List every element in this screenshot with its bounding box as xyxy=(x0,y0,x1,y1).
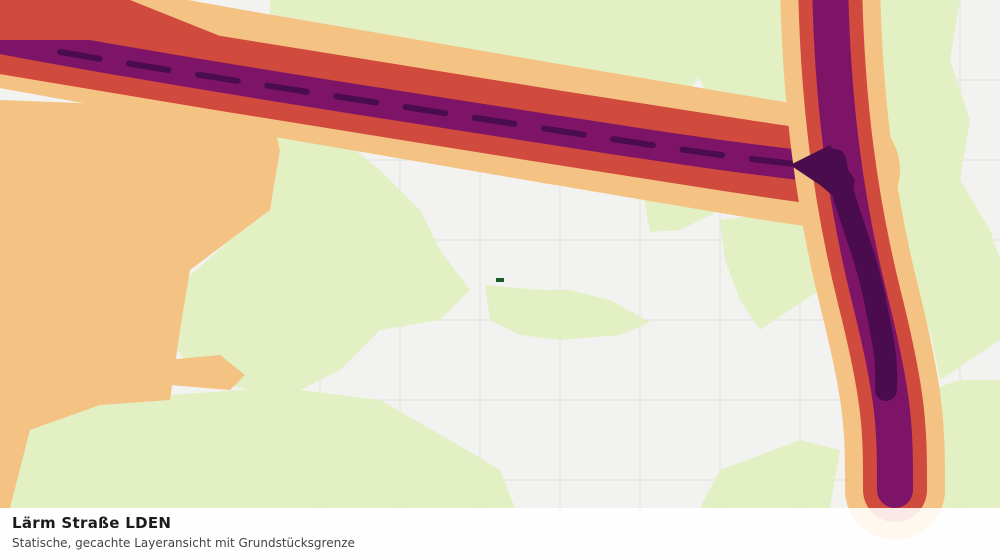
noise-zone-core xyxy=(790,145,855,210)
layer-title: Lärm Straße LDEN xyxy=(12,514,172,532)
layer-subtitle: Statische, gecachte Layeransicht mit Gru… xyxy=(12,536,355,550)
noise-zone-red-corner xyxy=(0,0,230,40)
layer-panel: Lärm Straße LDEN Statische, gecachte Lay… xyxy=(0,508,1000,560)
parcel-boundary[interactable] xyxy=(496,278,504,282)
road-horizontal xyxy=(0,0,900,230)
noise-zone-orange-patch xyxy=(165,355,245,390)
noise-zone-orange-area xyxy=(0,100,280,508)
road-vertical xyxy=(780,0,945,540)
